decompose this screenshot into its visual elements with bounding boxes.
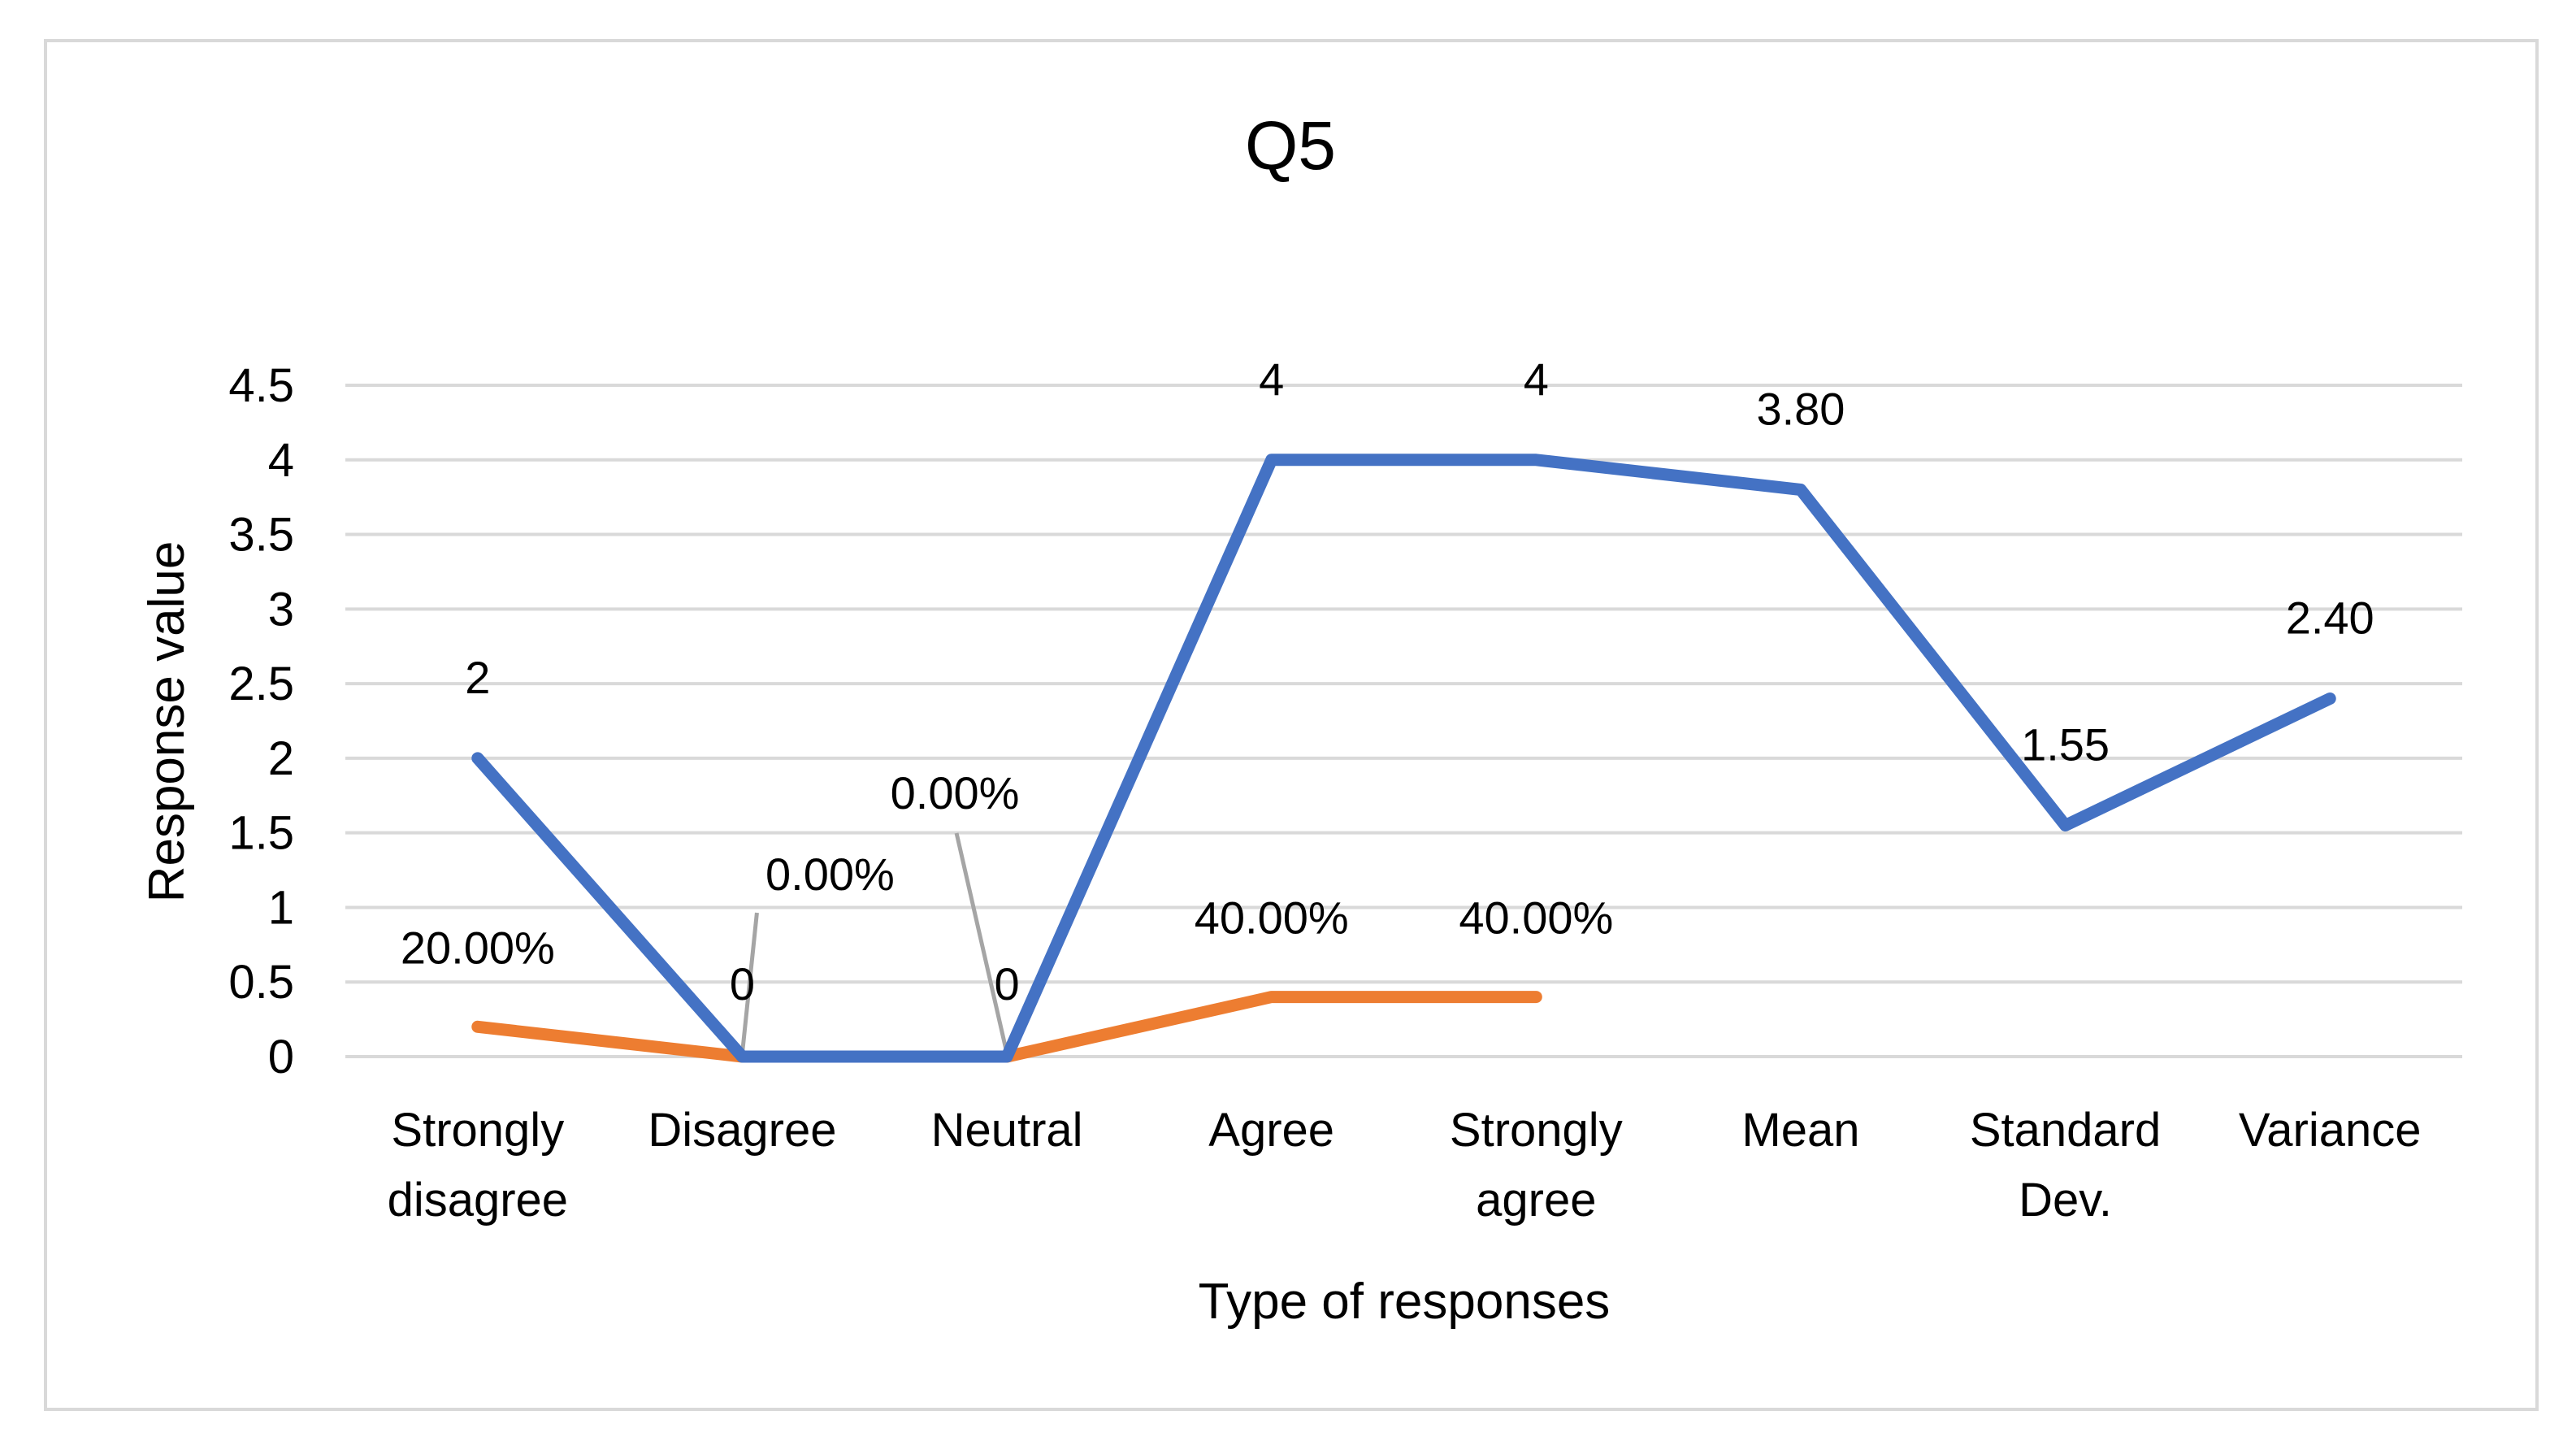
y-tick-label: 2 bbox=[268, 732, 294, 785]
leader-line bbox=[954, 832, 1009, 1054]
data-label: 40.00% bbox=[1195, 892, 1349, 944]
series-line-1 bbox=[471, 454, 2336, 1063]
x-category-line: Mean bbox=[1741, 1104, 1859, 1157]
data-label: 40.00% bbox=[1459, 892, 1613, 944]
x-category-label: Strongly disagree bbox=[388, 1104, 568, 1226]
y-tick-label: 1.5 bbox=[228, 807, 294, 860]
y-tick-label: 4 bbox=[268, 434, 294, 487]
x-category-line: Neutral bbox=[931, 1104, 1083, 1157]
x-category-line: Disagree bbox=[648, 1104, 836, 1157]
data-label: 2 bbox=[465, 652, 490, 703]
y-tick-label: 0.5 bbox=[228, 956, 294, 1009]
data-label: 20.00% bbox=[401, 922, 555, 973]
data-label: 0.00% bbox=[765, 849, 895, 900]
x-axis-title: Type of responses bbox=[1199, 1274, 1611, 1330]
data-label: 4 bbox=[1524, 354, 1549, 405]
y-tick-label: 2.5 bbox=[228, 658, 294, 710]
x-category-line: Agree bbox=[1208, 1104, 1334, 1157]
data-label: 1.55 bbox=[2021, 718, 2110, 770]
chart-title: Q5 bbox=[1245, 107, 1336, 184]
x-category-label: Standard Dev. bbox=[1970, 1104, 2161, 1226]
y-tick-label: 3 bbox=[268, 583, 294, 636]
x-category-label: Mean bbox=[1741, 1104, 1859, 1157]
data-labels: 2 0 0 4 4 3.80 1.55 2.40 20.00% 0.00% 0.00% 40.00% 4… bbox=[401, 354, 2374, 1009]
x-category-line: Strongly bbox=[391, 1104, 564, 1157]
x-category-line: Standard bbox=[1970, 1104, 2161, 1157]
data-label: 0 bbox=[994, 958, 1019, 1009]
data-label: 0 bbox=[730, 958, 755, 1009]
data-label: 4 bbox=[1259, 354, 1284, 405]
y-tick-label: 0 bbox=[268, 1031, 294, 1083]
x-category-label: Agree bbox=[1208, 1104, 1334, 1157]
y-tick-label: 4.5 bbox=[228, 359, 294, 412]
data-label: 0.00% bbox=[891, 767, 1020, 818]
x-category-label: Variance bbox=[2239, 1104, 2422, 1157]
x-category-line: Strongly bbox=[1450, 1104, 1623, 1157]
x-category-label: Strongly agree bbox=[1450, 1104, 1623, 1226]
y-tick-label: 3.5 bbox=[228, 509, 294, 562]
chart-frame bbox=[44, 39, 2539, 1411]
data-label: 2.40 bbox=[2286, 592, 2374, 643]
x-category-line: disagree bbox=[388, 1174, 568, 1226]
y-tick-label: 1 bbox=[268, 881, 294, 934]
leader-lines bbox=[739, 832, 1009, 1054]
data-label: 3.80 bbox=[1756, 383, 1845, 434]
x-category-label: Disagree bbox=[648, 1104, 836, 1157]
x-axis-categories: Strongly disagree Disagree Neutral Agree Stro… bbox=[388, 1104, 2422, 1226]
gridlines bbox=[345, 384, 2462, 1058]
x-category-label: Neutral bbox=[931, 1104, 1083, 1157]
leader-line bbox=[739, 912, 759, 1054]
x-category-line: Dev. bbox=[2019, 1174, 2112, 1226]
y-axis-ticks: 0 0.5 1 1.5 2 2.5 3 3.5 4 4.5 bbox=[228, 359, 294, 1083]
x-category-line: agree bbox=[1476, 1174, 1596, 1226]
x-category-line: Variance bbox=[2239, 1104, 2422, 1157]
y-axis-title: Response value bbox=[139, 541, 195, 903]
series-lines bbox=[471, 454, 2336, 1063]
